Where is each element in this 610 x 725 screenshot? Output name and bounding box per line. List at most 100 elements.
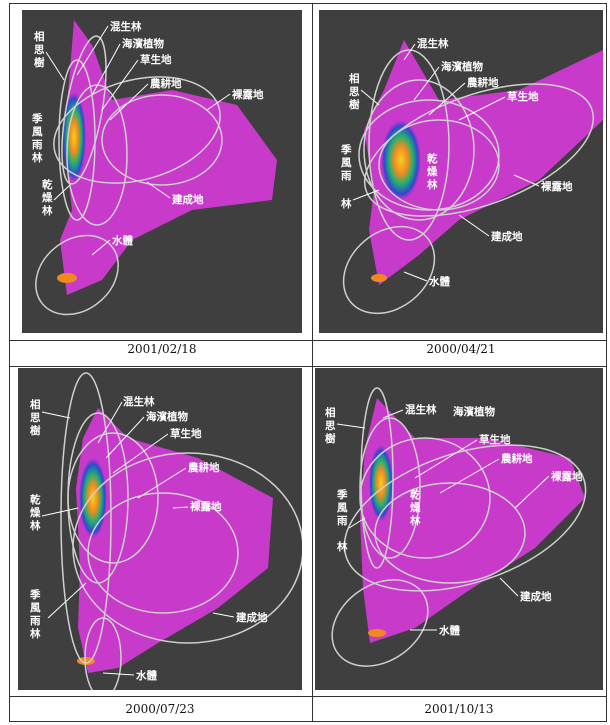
label-built: 建成地 [171, 193, 204, 206]
label-monsoon-2: 風 [30, 602, 41, 614]
pixel-scatter-cloud [60, 20, 277, 295]
divider-vertical [312, 4, 313, 721]
label-farmland: 農耕地 [501, 452, 533, 465]
pixel-scatter-cloud [76, 408, 273, 673]
label-coastal: 海濱植物 [122, 37, 164, 50]
water-core [77, 657, 95, 665]
label-dry-forest-3: 林 [42, 204, 53, 217]
class-labels: 相 思 樹 混生林 海濱植物 草生地 農耕地 裸露地 乾 燥 林 季 風 雨 林… [29, 395, 268, 682]
caption-3: 2000/07/23 [125, 702, 195, 716]
divider-row3 [10, 696, 606, 697]
label-acacia-1: 相 [34, 30, 45, 43]
label-water: 水體 [438, 624, 460, 637]
leader-lines [352, 43, 540, 282]
label-bare: 裸露地 [541, 180, 573, 193]
label-farmland: 農耕地 [188, 461, 220, 474]
scatter-plot-2: 混生林 相 思 樹 海濱植物 農耕地 草生地 季 風 雨 林 乾 燥 林 裸露地… [340, 37, 603, 315]
scatter-panel-1: 混生林 相 思 樹 海濱植物 草生地 農耕地 裸露地 季 風 雨 林 乾 燥 林… [22, 10, 302, 333]
label-grassland: 草生地 [507, 90, 539, 103]
label-built: 建成地 [519, 590, 552, 603]
label-water: 水體 [428, 275, 450, 288]
leader-lines [336, 409, 550, 631]
label-coastal: 海濱植物 [441, 60, 483, 73]
label-acacia-3: 樹 [30, 424, 41, 437]
label-acacia-1: 相 [30, 398, 41, 411]
caption-2: 2000/04/21 [426, 342, 496, 356]
label-dry-forest-1: 乾 [42, 178, 53, 191]
label-monsoon-4: 林 [337, 540, 348, 553]
label-monsoon-1: 季 [31, 112, 43, 125]
label-dry-forest-2: 燥 [42, 191, 53, 204]
caption-1: 2001/02/18 [127, 342, 197, 356]
label-monsoon-3: 雨 [30, 615, 41, 627]
leader-lines [45, 25, 231, 256]
caption-4: 2001/10/13 [424, 702, 494, 716]
label-monsoon-1: 季 [340, 143, 352, 156]
density-core [62, 92, 86, 182]
scatter-panel-2: 混生林 相 思 樹 海濱植物 農耕地 草生地 季 風 雨 林 乾 燥 林 裸露地… [319, 10, 603, 333]
water-core [368, 629, 386, 637]
label-mixed-forest: 混生林 [123, 395, 155, 408]
label-monsoon-1: 季 [29, 588, 41, 601]
scatter-panel-4: 相 思 樹 混生林 海濱植物 草生地 農耕地 裸露地 季 風 雨 林 乾 燥 林… [315, 368, 603, 690]
label-grassland: 草生地 [140, 53, 172, 66]
scatter-plot-3: 相 思 樹 混生林 海濱植物 草生地 農耕地 裸露地 乾 燥 林 季 風 雨 林… [29, 372, 302, 690]
scatter-plot-1: 混生林 相 思 樹 海濱植物 草生地 農耕地 裸露地 季 風 雨 林 乾 燥 林… [31, 20, 277, 316]
label-monsoon-2: 風 [32, 126, 43, 138]
label-dry-forest-3: 林 [410, 514, 421, 527]
label-dry-forest-2: 燥 [410, 501, 421, 514]
class-ellipses [331, 387, 587, 667]
water-core [371, 274, 387, 282]
label-water: 水體 [135, 669, 157, 682]
label-acacia-1: 相 [325, 406, 336, 419]
density-core [79, 458, 107, 538]
class-labels: 混生林 相 思 樹 海濱植物 農耕地 草生地 季 風 雨 林 乾 燥 林 裸露地… [340, 37, 573, 288]
label-acacia-1: 相 [349, 72, 360, 85]
class-labels: 混生林 相 思 樹 海濱植物 草生地 農耕地 裸露地 季 風 雨 林 乾 燥 林… [31, 20, 264, 247]
label-built: 建成地 [490, 230, 523, 243]
label-monsoon-2: 風 [341, 157, 352, 169]
label-acacia-2: 思 [325, 420, 336, 432]
label-dry-forest-1: 乾 [427, 152, 438, 165]
label-dry-forest-3: 林 [30, 519, 41, 532]
scatter-panel-3: 相 思 樹 混生林 海濱植物 草生地 農耕地 裸露地 乾 燥 林 季 風 雨 林… [18, 368, 302, 690]
scatter-plot-4: 相 思 樹 混生林 海濱植物 草生地 農耕地 裸露地 季 風 雨 林 乾 燥 林… [325, 387, 587, 667]
figure-grid [9, 3, 607, 722]
label-built: 建成地 [235, 611, 268, 624]
label-monsoon-2: 風 [337, 502, 348, 514]
label-coastal: 海濱植物 [453, 405, 495, 418]
label-mixed-forest: 混生林 [405, 403, 437, 416]
divider-row2 [10, 366, 606, 367]
label-monsoon-1: 季 [336, 488, 348, 501]
label-grassland: 草生地 [170, 427, 202, 440]
label-acacia-3: 樹 [34, 56, 45, 69]
label-bare: 裸露地 [551, 470, 583, 483]
label-monsoon-3: 雨 [337, 515, 348, 527]
divider-row1 [10, 340, 606, 341]
label-monsoon-4: 林 [30, 627, 41, 640]
label-mixed-forest: 混生林 [417, 37, 449, 50]
leader-lines [41, 401, 235, 676]
pixel-scatter-cloud [360, 398, 585, 643]
label-acacia-3: 樹 [349, 98, 360, 111]
label-mixed-forest: 混生林 [110, 20, 142, 33]
label-dry-forest-1: 乾 [30, 493, 41, 506]
label-monsoon-3: 雨 [32, 139, 43, 151]
label-grassland: 草生地 [479, 433, 511, 446]
label-dry-forest-2: 燥 [427, 165, 438, 178]
label-acacia-3: 樹 [325, 432, 336, 445]
label-dry-forest-1: 乾 [410, 488, 421, 501]
pixel-scatter-cloud [364, 40, 603, 285]
label-monsoon-4: 林 [341, 197, 352, 210]
density-core [369, 445, 393, 521]
label-acacia-2: 思 [349, 86, 360, 98]
label-acacia-2: 思 [34, 44, 45, 56]
label-acacia-2: 思 [30, 412, 41, 424]
class-labels: 相 思 樹 混生林 海濱植物 草生地 農耕地 裸露地 季 風 雨 林 乾 燥 林… [325, 403, 583, 637]
water-core [57, 273, 77, 283]
label-monsoon-3: 雨 [341, 170, 352, 182]
label-bare: 裸露地 [232, 88, 264, 101]
label-monsoon-4: 林 [32, 151, 43, 164]
density-core [381, 120, 421, 200]
label-farmland: 農耕地 [150, 77, 182, 90]
